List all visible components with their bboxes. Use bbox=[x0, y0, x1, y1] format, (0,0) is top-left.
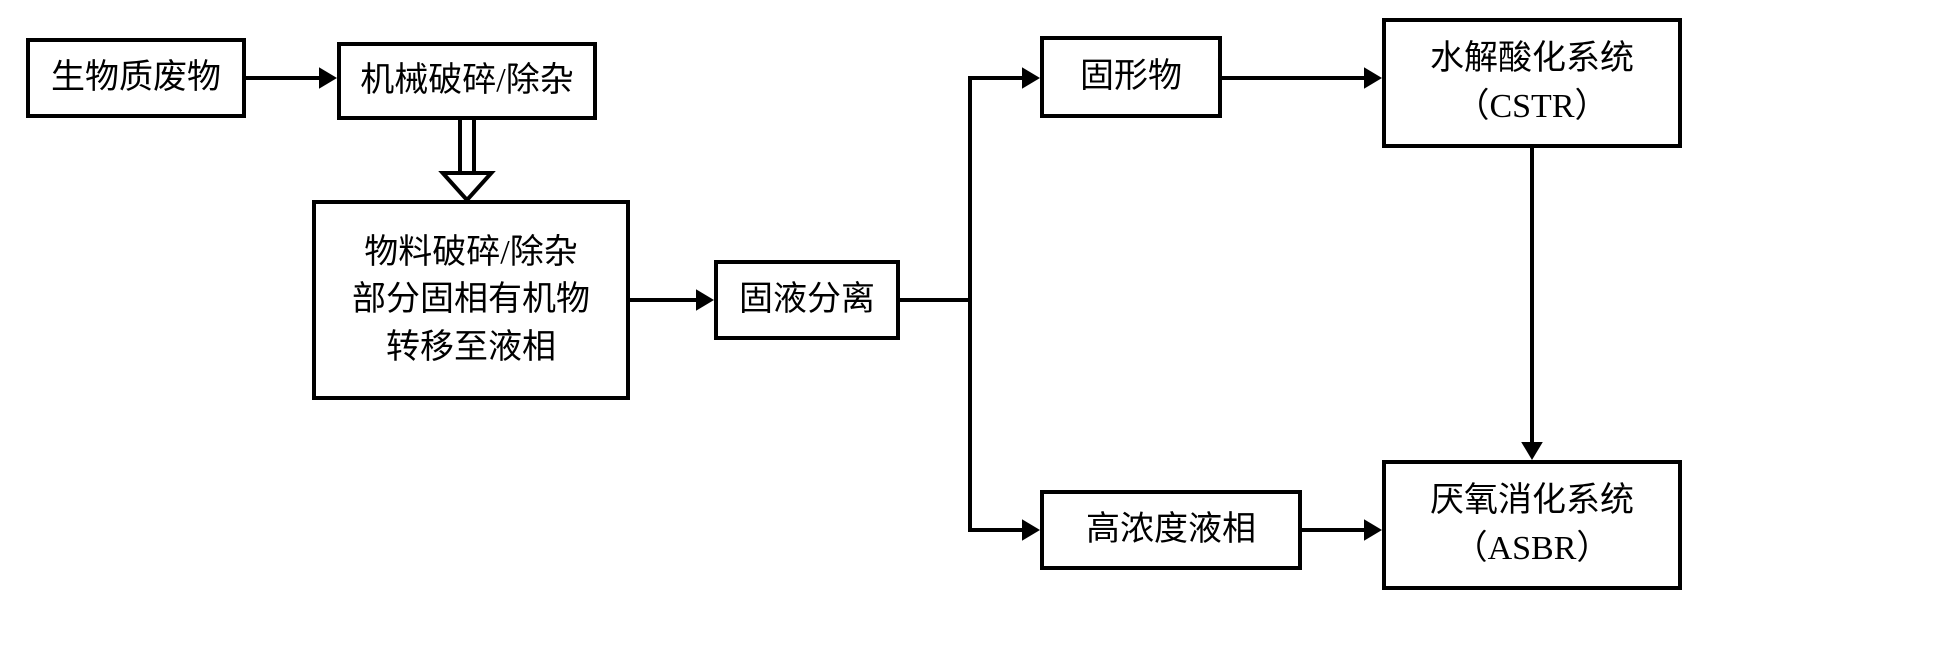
node-biomass-waste: 生物质废物 bbox=[26, 38, 246, 118]
node-label: 机械破碎/除杂 bbox=[360, 57, 573, 105]
node-label: 厌氧消化系统 （ASBR） bbox=[1430, 477, 1634, 572]
node-label: 高浓度液相 bbox=[1086, 506, 1256, 554]
node-high-conc-liquid: 高浓度液相 bbox=[1040, 490, 1302, 570]
node-material-transfer: 物料破碎/除杂 部分固相有机物 转移至液相 bbox=[312, 200, 630, 400]
node-label: 水解酸化系统 （CSTR） bbox=[1430, 35, 1634, 130]
node-mech-crush: 机械破碎/除杂 bbox=[337, 42, 597, 120]
node-label: 生物质废物 bbox=[51, 54, 221, 102]
node-hydrolysis: 水解酸化系统 （CSTR） bbox=[1382, 18, 1682, 148]
node-anaerobic: 厌氧消化系统 （ASBR） bbox=[1382, 460, 1682, 590]
node-solids: 固形物 bbox=[1040, 36, 1222, 118]
node-label: 固形物 bbox=[1080, 53, 1182, 101]
node-label: 物料破碎/除杂 部分固相有机物 转移至液相 bbox=[352, 229, 590, 372]
node-solid-liquid-sep: 固液分离 bbox=[714, 260, 900, 340]
node-label: 固液分离 bbox=[739, 276, 875, 324]
